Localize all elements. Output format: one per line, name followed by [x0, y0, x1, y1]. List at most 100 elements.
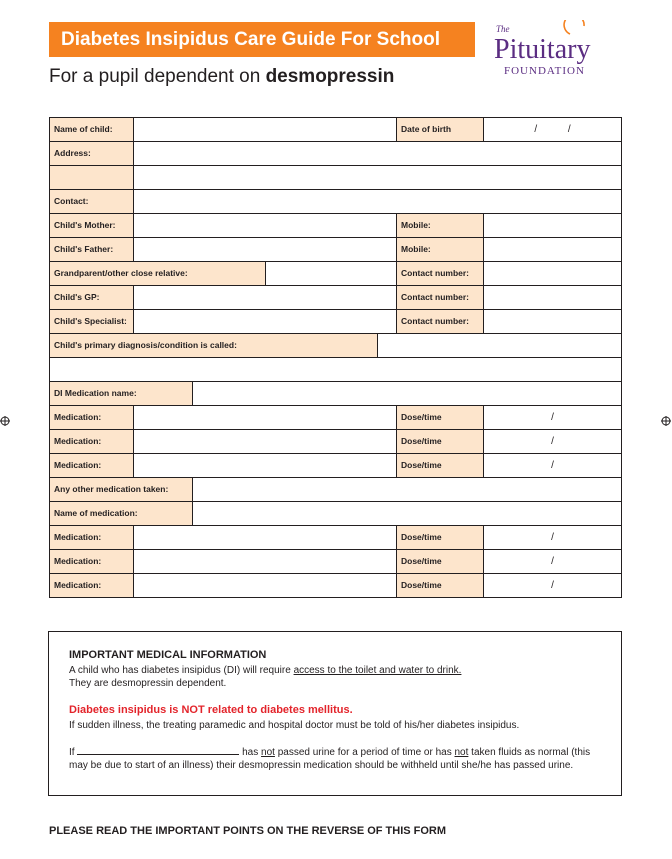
title: Diabetes Insipidus Care Guide For School	[61, 29, 441, 50]
field-label: Child's primary diagnosis/condition is c…	[50, 334, 378, 358]
info-box: IMPORTANT MEDICAL INFORMATION A child wh…	[48, 631, 622, 796]
input-cell: / /	[484, 118, 622, 142]
input-cell	[484, 238, 622, 262]
separator: /	[551, 460, 554, 471]
logo: The Pituitary FOUNDATION	[494, 20, 590, 77]
field-label: Date of birth	[397, 118, 484, 142]
input-cell	[134, 214, 397, 238]
input-cell: /	[484, 406, 622, 430]
form-row: Medication: Dose/time /	[50, 526, 622, 550]
form-row: Address:	[50, 142, 622, 166]
input-cell: /	[484, 430, 622, 454]
input-cell	[484, 262, 622, 286]
form-row: Grandparent/other close relative: Contact…	[50, 262, 622, 286]
input-cell	[134, 190, 622, 214]
separator: /	[551, 412, 554, 423]
input-cell	[134, 118, 397, 142]
form-row: Medication: Dose/time /	[50, 430, 622, 454]
field-label: Mobile:	[397, 214, 484, 238]
field-label: Medication:	[50, 430, 134, 454]
form-row: Medication: Dose/time /	[50, 574, 622, 598]
field-label: Medication:	[50, 574, 134, 598]
input-cell	[193, 382, 622, 406]
warning: Diabetes insipidus is NOT related to dia…	[69, 704, 353, 716]
field-label: Mobile:	[397, 238, 484, 262]
fill-in-line	[77, 745, 240, 755]
field-label: Medication:	[50, 550, 134, 574]
subtitle-emphasis: desmopressin	[265, 66, 395, 87]
underlined-text: not	[261, 747, 275, 758]
input-cell	[134, 550, 397, 574]
underlined-text: not	[454, 747, 469, 758]
input-cell	[134, 286, 397, 310]
logo-the: The	[496, 24, 510, 34]
form-row	[50, 358, 622, 382]
form-row: Child's GP: Contact number:	[50, 286, 622, 310]
separator: /	[551, 436, 554, 447]
separator: /	[567, 124, 571, 135]
text: If	[69, 747, 75, 758]
field-label: Dose/time	[397, 406, 484, 430]
registration-mark	[661, 416, 671, 426]
separator: /	[551, 532, 554, 543]
field-label: Child's Specialist:	[50, 310, 134, 334]
info-paragraph: If sudden illness, the treating paramedi…	[69, 720, 520, 731]
field-label: Dose/time	[397, 430, 484, 454]
input-cell	[134, 166, 622, 190]
form-row: Name of medication:	[50, 502, 622, 526]
form-row: Medication: Dose/time /	[50, 406, 622, 430]
field-label: DI Medication name:	[50, 382, 193, 406]
logo-foundation: FOUNDATION	[504, 65, 585, 77]
text: taken fluids as normal (this may be due …	[69, 747, 591, 771]
input-cell	[134, 406, 397, 430]
separator: /	[551, 556, 554, 567]
field-label: Dose/time	[397, 526, 484, 550]
form-row: Child's Father: Mobile:	[50, 238, 622, 262]
form-table: Name of child: Date of birth / / Address: Co…	[49, 117, 622, 598]
underlined-text: access to the toilet and water to drink.	[293, 665, 462, 676]
field-label: Name of child:	[50, 118, 134, 142]
text: passed urine for a period of time or has	[277, 747, 452, 758]
input-cell	[266, 262, 397, 286]
info-heading: IMPORTANT MEDICAL INFORMATION	[69, 649, 267, 661]
field-label: Dose/time	[397, 550, 484, 574]
field-label: Medication:	[50, 526, 134, 550]
field-label	[50, 166, 134, 190]
field-label: Contact number:	[397, 286, 484, 310]
field-label: Any other medication taken:	[50, 478, 193, 502]
input-cell	[134, 238, 397, 262]
field-label: Dose/time	[397, 574, 484, 598]
text: A child who has diabetes insipidus (DI) …	[69, 665, 291, 676]
form-row	[50, 166, 622, 190]
text: They are desmopressin dependent.	[69, 678, 227, 689]
field-label: Name of medication:	[50, 502, 193, 526]
info-paragraph: If has not passed urine for a period of …	[69, 745, 601, 772]
field-label: Address:	[50, 142, 134, 166]
form-row: Contact:	[50, 190, 622, 214]
field-label: Contact:	[50, 190, 134, 214]
form-row: Child's primary diagnosis/condition is c…	[50, 334, 622, 358]
input-cell	[134, 454, 397, 478]
field-label: Medication:	[50, 454, 134, 478]
form-row: Any other medication taken:	[50, 478, 622, 502]
subtitle-prefix: For a pupil dependent on	[49, 66, 261, 87]
input-cell	[484, 310, 622, 334]
subtitle: For a pupil dependent on desmopressin	[49, 66, 394, 88]
form-row: DI Medication name:	[50, 382, 622, 406]
input-cell: /	[484, 550, 622, 574]
info-paragraph: A child who has diabetes insipidus (DI) …	[69, 664, 601, 690]
field-label: Child's Father:	[50, 238, 134, 262]
field-label: Contact number:	[397, 310, 484, 334]
input-cell	[134, 142, 622, 166]
registration-mark	[0, 416, 10, 426]
form-row: Name of child: Date of birth / /	[50, 118, 622, 142]
input-cell	[484, 286, 622, 310]
input-cell	[378, 334, 622, 358]
input-cell	[484, 214, 622, 238]
input-cell: /	[484, 526, 622, 550]
field-label: Child's Mother:	[50, 214, 134, 238]
input-cell	[193, 478, 622, 502]
input-cell: /	[484, 454, 622, 478]
